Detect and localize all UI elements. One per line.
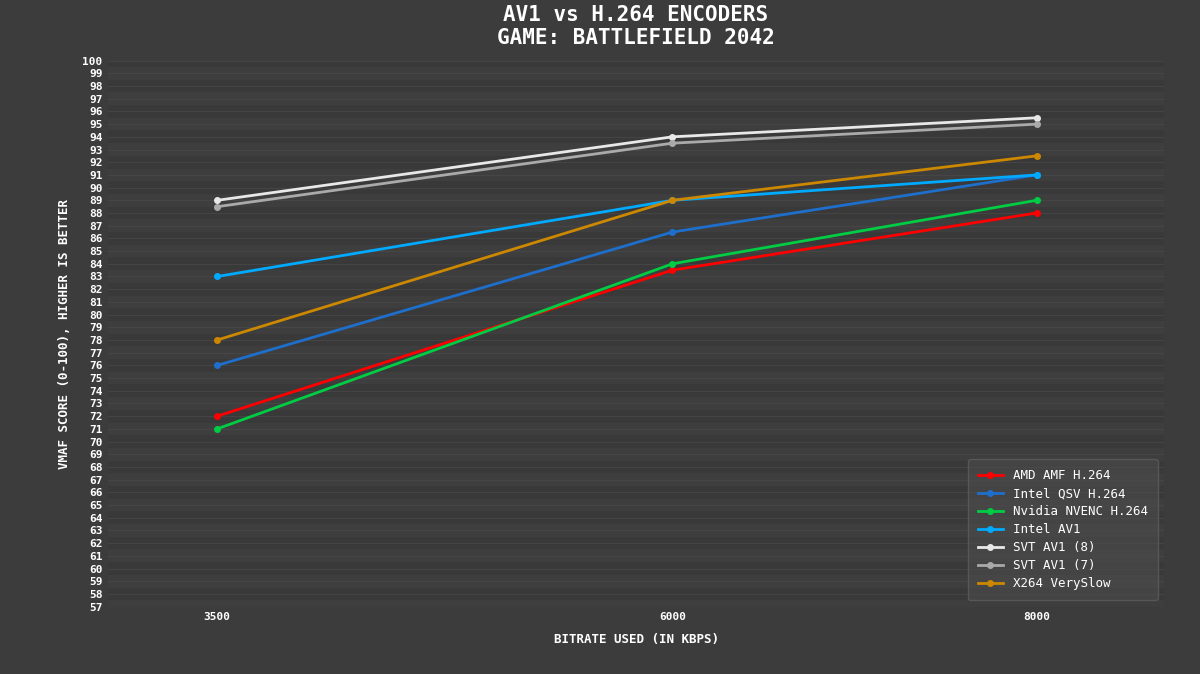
Bar — [108, 512, 1164, 524]
X264 VerySlow — [665, 196, 679, 204]
Bar — [108, 537, 1164, 549]
Bar — [108, 384, 1164, 397]
Bar — [108, 67, 1164, 80]
Bar — [108, 181, 1164, 194]
Line: AMD AMF H.264: AMD AMF H.264 — [215, 210, 1039, 419]
Bar — [108, 346, 1164, 359]
Bar — [108, 575, 1164, 588]
Y-axis label: VMAF SCORE (0-100), HIGHER IS BETTER: VMAF SCORE (0-100), HIGHER IS BETTER — [58, 199, 71, 468]
Nvidia NVENC H.264 — [210, 425, 224, 433]
Bar — [108, 143, 1164, 156]
Line: Intel QSV H.264: Intel QSV H.264 — [215, 172, 1039, 368]
Bar — [108, 207, 1164, 219]
Bar — [108, 435, 1164, 448]
Bar — [108, 156, 1164, 168]
SVT AV1 (7) — [1030, 120, 1044, 128]
Bar — [108, 588, 1164, 601]
SVT AV1 (7) — [665, 139, 679, 147]
Bar — [108, 562, 1164, 575]
Bar — [108, 448, 1164, 460]
Intel QSV H.264 — [665, 228, 679, 236]
Bar — [108, 283, 1164, 295]
Line: Nvidia NVENC H.264: Nvidia NVENC H.264 — [215, 197, 1039, 431]
Nvidia NVENC H.264 — [665, 259, 679, 268]
X-axis label: BITRATE USED (IN KBPS): BITRATE USED (IN KBPS) — [553, 634, 719, 646]
Bar — [108, 245, 1164, 257]
Intel AV1 — [210, 272, 224, 280]
Line: Intel AV1: Intel AV1 — [215, 172, 1039, 279]
Title: AV1 vs H.264 ENCODERS
GAME: BATTLEFIELD 2042: AV1 vs H.264 ENCODERS GAME: BATTLEFIELD … — [497, 5, 775, 48]
Bar — [108, 92, 1164, 105]
Line: X264 VerySlow: X264 VerySlow — [215, 153, 1039, 343]
AMD AMF H.264 — [1030, 209, 1044, 217]
Intel AV1 — [1030, 171, 1044, 179]
Bar — [108, 397, 1164, 410]
Bar — [108, 105, 1164, 118]
Intel QSV H.264 — [1030, 171, 1044, 179]
Bar — [108, 168, 1164, 181]
X264 VerySlow — [1030, 152, 1044, 160]
Legend: AMD AMF H.264, Intel QSV H.264, Nvidia NVENC H.264, Intel AV1, SVT AV1 (8), SVT : AMD AMF H.264, Intel QSV H.264, Nvidia N… — [967, 460, 1158, 601]
SVT AV1 (7) — [210, 203, 224, 211]
Bar — [108, 334, 1164, 346]
SVT AV1 (8) — [210, 196, 224, 204]
Bar — [108, 308, 1164, 321]
Bar — [108, 321, 1164, 334]
Bar — [108, 295, 1164, 308]
SVT AV1 (8) — [1030, 114, 1044, 122]
Bar — [108, 55, 1164, 67]
Bar — [108, 499, 1164, 512]
Line: SVT AV1 (8): SVT AV1 (8) — [215, 115, 1039, 203]
Bar — [108, 219, 1164, 232]
AMD AMF H.264 — [665, 266, 679, 274]
X264 VerySlow — [210, 336, 224, 344]
Intel AV1 — [665, 196, 679, 204]
Bar — [108, 257, 1164, 270]
AMD AMF H.264 — [210, 412, 224, 420]
Line: SVT AV1 (7): SVT AV1 (7) — [215, 121, 1039, 210]
Nvidia NVENC H.264 — [1030, 196, 1044, 204]
Intel QSV H.264 — [210, 361, 224, 369]
Bar — [108, 80, 1164, 92]
Bar — [108, 549, 1164, 562]
Bar — [108, 270, 1164, 283]
Bar — [108, 372, 1164, 384]
Bar — [108, 232, 1164, 245]
Bar — [108, 601, 1164, 613]
Bar — [108, 473, 1164, 486]
Bar — [108, 359, 1164, 372]
Bar — [108, 131, 1164, 143]
Bar — [108, 524, 1164, 537]
Bar — [108, 410, 1164, 423]
Bar — [108, 118, 1164, 131]
Bar — [108, 460, 1164, 473]
Bar — [108, 486, 1164, 499]
Bar — [108, 423, 1164, 435]
SVT AV1 (8) — [665, 133, 679, 141]
Bar — [108, 194, 1164, 207]
